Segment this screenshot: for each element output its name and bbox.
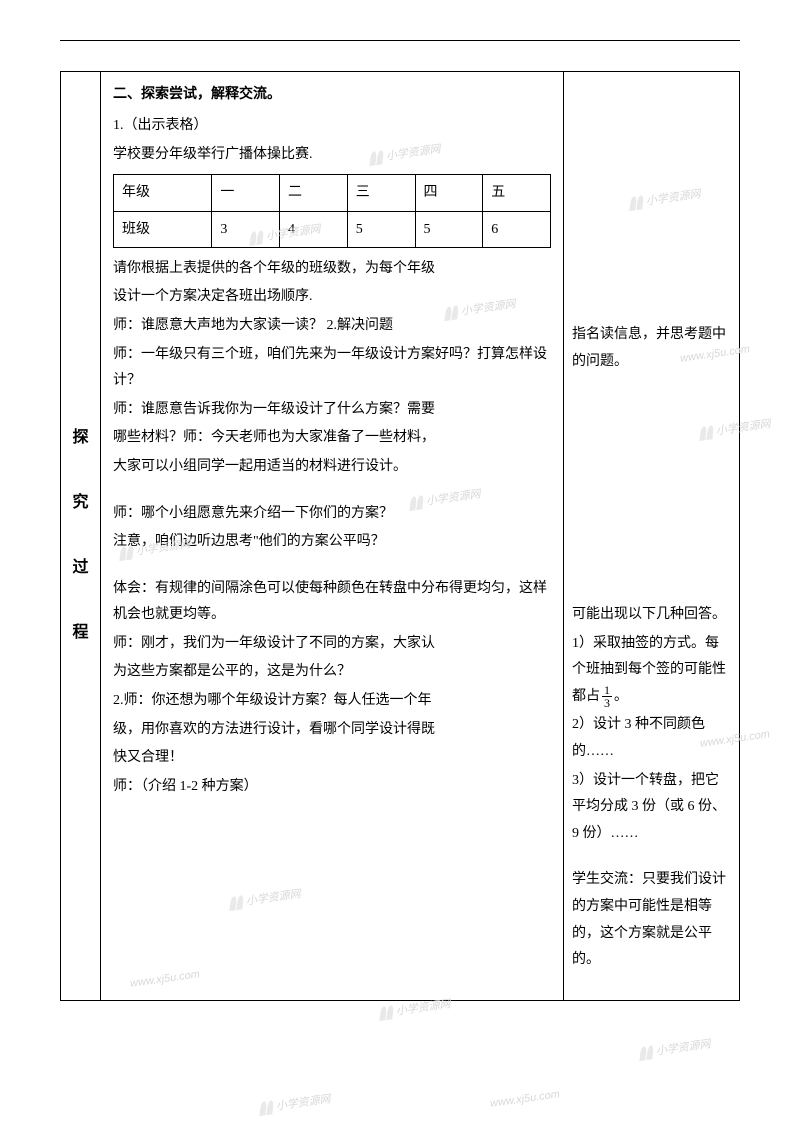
para-8: 哪些材料？师：今天老师也为大家准备了一些材料， xyxy=(113,425,551,452)
spacer xyxy=(113,483,551,501)
th-5: 五 xyxy=(483,175,551,211)
watermark: 小学资源网 xyxy=(639,1035,712,1064)
table-row-data: 班级 3 4 5 5 6 xyxy=(114,211,551,247)
middle-content-column: 二、探索尝试，解释交流。 1.（出示表格） 学校要分年级举行广播体操比赛. 年级… xyxy=(101,72,564,1000)
para-1: 1.（出示表格） xyxy=(113,113,551,140)
para-6: 师：一年级只有三个班，咱们先来为一年级设计方案好吗？打算怎样设计？ xyxy=(113,342,551,395)
note-2c: 2）设计 3 种不同颜色的…… xyxy=(572,712,731,765)
td-3: 5 xyxy=(347,211,415,247)
right-notes-column: 指名读信息，并思考题中的问题。 可能出现以下几种回答。 1）采取抽签的方式。每个… xyxy=(564,72,739,1000)
note-2b: 1）采取抽签的方式。每个班抽到每个签的可能性都占13。 xyxy=(572,631,731,711)
note-2b-post: 。 xyxy=(614,689,628,704)
para-7: 师：谁愿意告诉我你为一年级设计了什么方案？需要 xyxy=(113,397,551,424)
grade-class-table: 年级 一 二 三 四 五 班级 3 4 5 5 6 xyxy=(113,174,551,247)
th-1: 一 xyxy=(212,175,280,211)
table-row-header: 年级 一 二 三 四 五 xyxy=(114,175,551,211)
leaf-icon xyxy=(379,1005,395,1021)
para-14: 为这些方案都是公平的，这是为什么？ xyxy=(113,659,551,686)
td-5: 6 xyxy=(483,211,551,247)
para-5: 师：谁愿意大声地为大家读一读？ 2.解决问题 xyxy=(113,313,551,340)
para-12: 体会：有规律的间隔涂色可以使每种颜色在转盘中分布得更均匀，这样机会也就更均等。 xyxy=(113,576,551,629)
lesson-table-frame: 探 究 过 程 二、探索尝试，解释交流。 1.（出示表格） 学校要分年级举行广播… xyxy=(60,71,740,1001)
vchar-1: 探 xyxy=(72,424,88,453)
para-13: 师：刚才，我们为一年级设计了不同的方案，大家认 xyxy=(113,631,551,658)
th-grade: 年级 xyxy=(114,175,212,211)
para-9: 大家可以小组同学一起用适当的材料进行设计。 xyxy=(113,454,551,481)
leaf-icon xyxy=(639,1045,655,1061)
left-column-label: 探 究 过 程 xyxy=(61,72,101,1000)
frac-den: 3 xyxy=(602,697,612,709)
para-15: 2.师：你还想为哪个年级设计方案？每人任选一个年 xyxy=(113,688,551,715)
td-2: 4 xyxy=(280,211,348,247)
th-2: 二 xyxy=(280,175,348,211)
watermark: www.xj5u.com xyxy=(489,1085,561,1114)
note-2a: 可能出现以下几种回答。 xyxy=(572,602,731,629)
note-2b-pre: 1）采取抽签的方式。每个班抽到每个签的可能性都占 xyxy=(572,636,726,704)
right-note-1: 指名读信息，并思考题中的问题。 xyxy=(572,322,731,377)
td-label: 班级 xyxy=(114,211,212,247)
vchar-4: 程 xyxy=(72,619,88,648)
leaf-icon xyxy=(259,1100,275,1116)
spacer xyxy=(113,558,551,576)
header-rule xyxy=(60,40,740,41)
td-4: 5 xyxy=(415,211,483,247)
para-18: 师：（介绍 1-2 种方案） xyxy=(113,774,551,801)
th-4: 四 xyxy=(415,175,483,211)
note-2d: 3）设计一个转盘，把它平均分成 3 份（或 6 份、9 份）…… xyxy=(572,768,731,848)
right-note-2: 可能出现以下几种回答。 1）采取抽签的方式。每个班抽到每个签的可能性都占13。 … xyxy=(572,602,731,976)
vchar-3: 过 xyxy=(72,554,88,583)
para-16: 级，用你喜欢的方法进行设计，看哪个同学设计得既 xyxy=(113,717,551,744)
th-3: 三 xyxy=(347,175,415,211)
td-1: 3 xyxy=(212,211,280,247)
para-3: 请你根据上表提供的各个年级的班级数，为每个年级 xyxy=(113,256,551,283)
para-10: 师：哪个小组愿意先来介绍一下你们的方案？ xyxy=(113,501,551,528)
fraction-one-third: 13 xyxy=(602,684,612,709)
watermark: 小学资源网 xyxy=(259,1090,332,1119)
spacer xyxy=(572,849,731,867)
para-2: 学校要分年级举行广播体操比赛. xyxy=(113,142,551,169)
note-2e: 学生交流：只要我们设计的方案中可能性是相等的，这个方案就是公平的。 xyxy=(572,867,731,973)
vchar-2: 究 xyxy=(72,489,88,518)
para-17: 快又合理！ xyxy=(113,745,551,772)
section-title: 二、探索尝试，解释交流。 xyxy=(113,82,551,107)
para-11: 注意，咱们边听边思考"他们的方案公平吗？ xyxy=(113,529,551,556)
note-1-text: 指名读信息，并思考题中的问题。 xyxy=(572,322,731,375)
para-4: 设计一个方案决定各班出场顺序. xyxy=(113,284,551,311)
